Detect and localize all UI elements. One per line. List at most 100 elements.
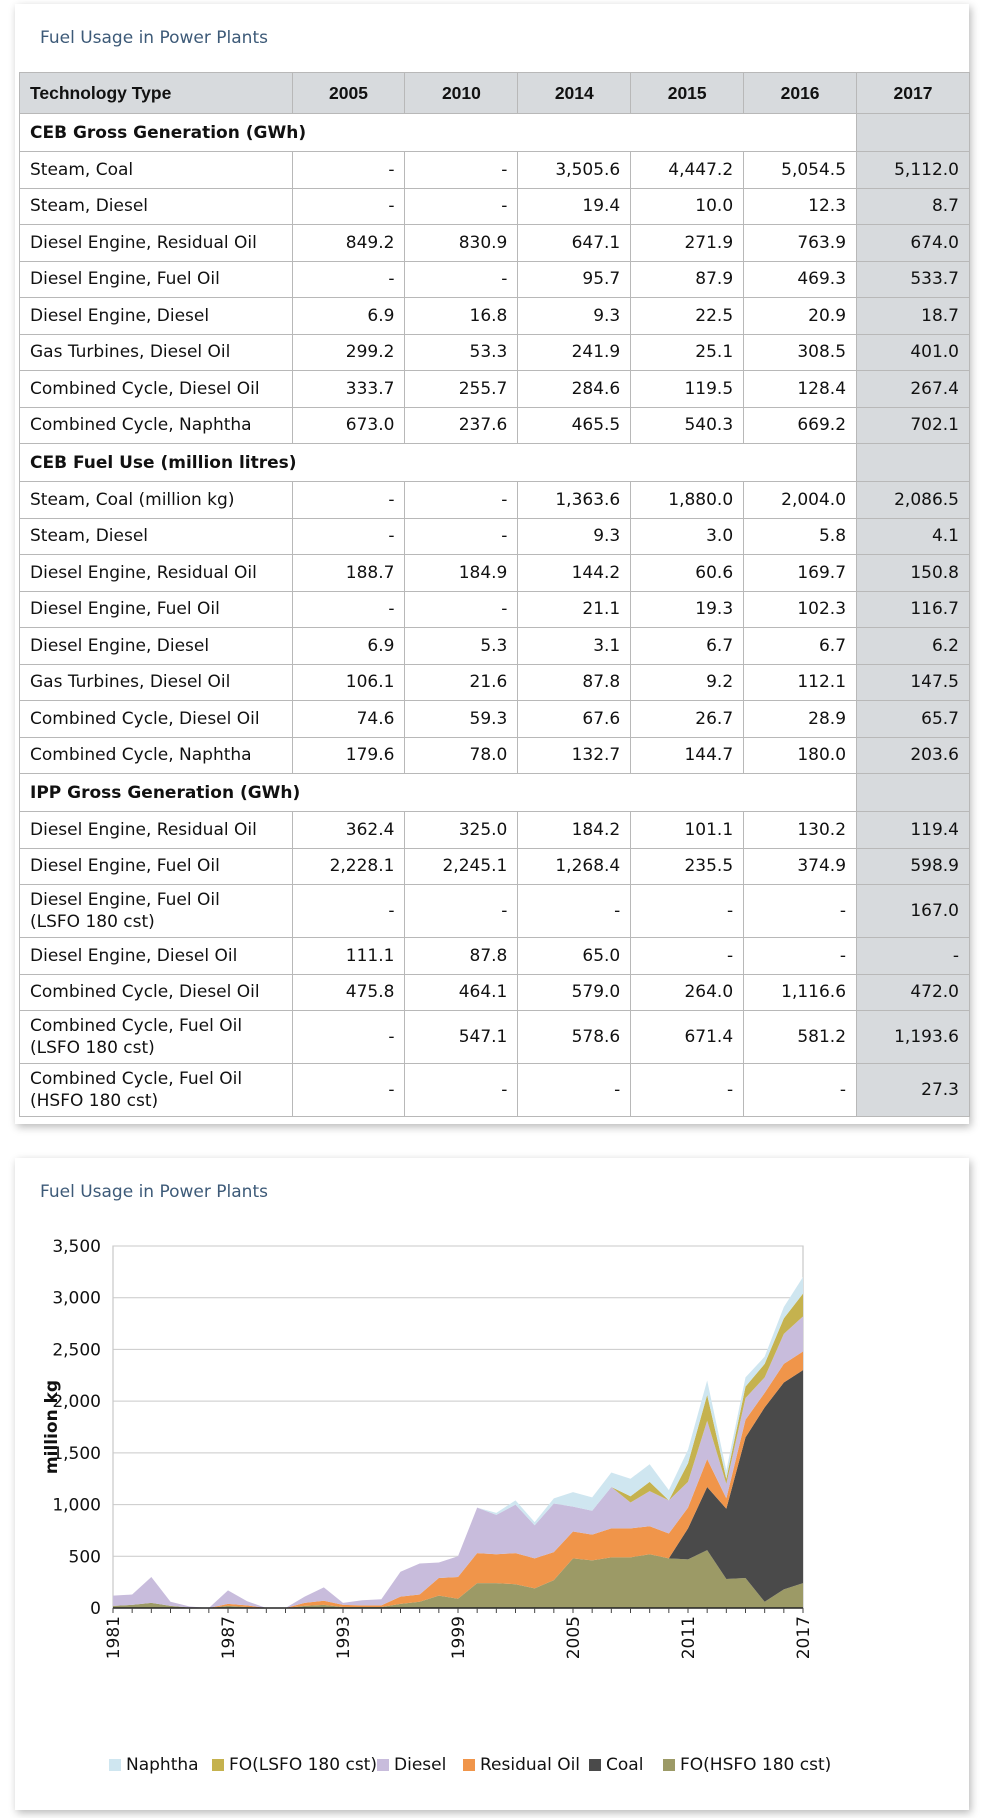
row-label: Diesel Engine, Fuel Oil xyxy=(19,260,293,298)
row-label: Gas Turbines, Diesel Oil xyxy=(19,663,293,701)
table-cell: 673.0 xyxy=(291,406,406,444)
legend-label: Naphtha xyxy=(126,1755,199,1775)
table-cell: 95.7 xyxy=(517,260,632,298)
table-cell: 4.1 xyxy=(856,517,970,555)
table-cell: 308.5 xyxy=(743,333,858,371)
table-cell: - xyxy=(743,937,858,975)
table-cell: 299.2 xyxy=(291,333,406,371)
table-cell: 674.0 xyxy=(856,224,970,262)
row-label: Diesel Engine, Diesel Oil xyxy=(19,937,293,975)
table-cell: 3.1 xyxy=(517,627,632,665)
table-cell: 374.9 xyxy=(743,847,858,885)
table-cell: 119.4 xyxy=(856,811,970,849)
table-cell: 2,004.0 xyxy=(743,481,858,519)
table-cell: 2,228.1 xyxy=(291,847,406,885)
table-cell: 128.4 xyxy=(743,370,858,408)
row-label-line: Gas Turbines, Diesel Oil xyxy=(30,342,231,363)
table-cell: - xyxy=(291,260,406,298)
table-row: Steam, Diesel - -9.3 3.0 5.8 4.1 xyxy=(19,517,970,555)
table-cell: 241.9 xyxy=(517,333,632,371)
table-cell: - xyxy=(630,884,745,938)
section-label: CEB Fuel Use (million litres) xyxy=(18,443,858,482)
table-cell: - xyxy=(291,481,406,519)
table-cell: 9.3 xyxy=(517,297,632,335)
table-row: Diesel Engine, Residual Oil 188.7 184.9 144… xyxy=(19,554,970,592)
table-cell: 533.7 xyxy=(856,260,970,298)
row-label-line: Diesel Engine, Diesel xyxy=(30,635,210,656)
table-cell: 1,363.6 xyxy=(517,481,632,519)
table-cell: 5.3 xyxy=(404,627,519,665)
table-cell: - xyxy=(630,937,745,975)
table-cell: 235.5 xyxy=(630,847,745,885)
table-cell: 74.6 xyxy=(291,700,406,738)
table-cell: 598.9 xyxy=(856,847,970,885)
legend-swatch xyxy=(663,1759,675,1771)
table-cell: 9.3 xyxy=(517,517,632,555)
table-cell: - xyxy=(404,187,519,225)
table-cell: 1,268.4 xyxy=(517,847,632,885)
table-row: Combined Cycle, Fuel Oil (HSFO 180 cst) - -… xyxy=(19,1063,970,1117)
table-cell: 264.0 xyxy=(630,973,745,1011)
table-cell: 106.1 xyxy=(291,663,406,701)
x-tick-label: 1999 xyxy=(449,1616,469,1659)
row-label: Combined Cycle, Diesel Oil xyxy=(19,973,293,1011)
table-row: Gas Turbines, Diesel Oil 106.1 21.6 87.8 9.2… xyxy=(19,663,970,701)
x-tick-label: 2005 xyxy=(564,1616,584,1659)
column-header: 2010 xyxy=(404,72,519,114)
row-label-line: Diesel Engine, Fuel Oil xyxy=(30,856,220,877)
table-cell: - xyxy=(291,151,406,189)
legend-label: FO(HSFO 180 cst) xyxy=(680,1755,831,1775)
table-cell: 2,086.5 xyxy=(856,481,970,519)
legend-label: Diesel xyxy=(394,1755,446,1775)
table-row: Combined Cycle, Fuel Oil (LSFO 180 cst) -5… xyxy=(19,1010,970,1064)
table-cell: 132.7 xyxy=(517,736,632,774)
fuel-usage-area-chart: 0 500 1,000 1,500 2,000 2,500 3,000 3,500 1981 19… xyxy=(42,1237,831,1775)
row-label-line: Diesel Engine, Diesel Oil xyxy=(30,945,238,966)
table-cell: 26.7 xyxy=(630,700,745,738)
table-cell: 27.3 xyxy=(856,1063,970,1117)
table-row: Diesel Engine, Diesel Oil 111.1 87.8 65.0- -… xyxy=(19,937,970,975)
row-label-line: Diesel Engine, Residual Oil xyxy=(30,562,257,583)
table-cell: 19.4 xyxy=(517,187,632,225)
table-cell: 255.7 xyxy=(404,370,519,408)
area-series-fo-hsfo-180-cst- xyxy=(113,1550,803,1608)
row-label-line: Diesel Engine, Diesel xyxy=(30,305,210,326)
table-cell: 325.0 xyxy=(404,811,519,849)
table-cell: - xyxy=(743,1063,858,1117)
table-cell: 22.5 xyxy=(630,297,745,335)
y-tick-label: 1,500 xyxy=(52,1444,101,1464)
table-cell: - xyxy=(743,884,858,938)
row-label: Combined Cycle, Naphtha xyxy=(19,406,293,444)
table-cell: 849.2 xyxy=(291,224,406,262)
table-panel-title: Fuel Usage in Power Plants xyxy=(40,28,268,48)
row-label-line: (LSFO 180 cst) xyxy=(30,1038,155,1058)
table-row: Diesel Engine, Diesel 6.9 5.3 3.1 6.7 6.7 6.2 xyxy=(19,627,970,665)
legend-swatch xyxy=(377,1759,389,1771)
table-cell: 464.1 xyxy=(404,973,519,1011)
table-cell: 581.2 xyxy=(743,1010,858,1064)
row-label: Combined Cycle, Fuel Oil (LSFO 180 cst) xyxy=(19,1010,293,1064)
table-cell: 19.3 xyxy=(630,590,745,628)
table-cell: 669.2 xyxy=(743,406,858,444)
row-label: Diesel Engine, Fuel Oil xyxy=(19,847,293,885)
table-cell: 144.7 xyxy=(630,736,745,774)
x-tick-label: 1987 xyxy=(219,1616,239,1659)
legend-swatch xyxy=(589,1759,601,1771)
table-cell: 472.0 xyxy=(856,973,970,1011)
table-cell: 167.0 xyxy=(856,884,970,938)
table-cell: 67.6 xyxy=(517,700,632,738)
table-cell: 1,193.6 xyxy=(856,1010,970,1064)
legend-swatch xyxy=(109,1759,121,1771)
row-label-line: Diesel Engine, Residual Oil xyxy=(30,819,257,840)
row-label-line: Combined Cycle, Diesel Oil xyxy=(30,378,260,399)
table-row: Combined Cycle, Naphtha 673.0 237.6 465.5 54… xyxy=(19,406,970,444)
table-cell: 702.1 xyxy=(856,406,970,444)
table-cell: 150.8 xyxy=(856,554,970,592)
table-cell: 87.8 xyxy=(404,937,519,975)
table-cell: 540.3 xyxy=(630,406,745,444)
table-cell: 25.1 xyxy=(630,333,745,371)
row-label: Diesel Engine, Residual Oil xyxy=(19,811,293,849)
table-cell: 237.6 xyxy=(404,406,519,444)
table-cell: 87.9 xyxy=(630,260,745,298)
row-label-line: Steam, Coal xyxy=(30,159,134,180)
